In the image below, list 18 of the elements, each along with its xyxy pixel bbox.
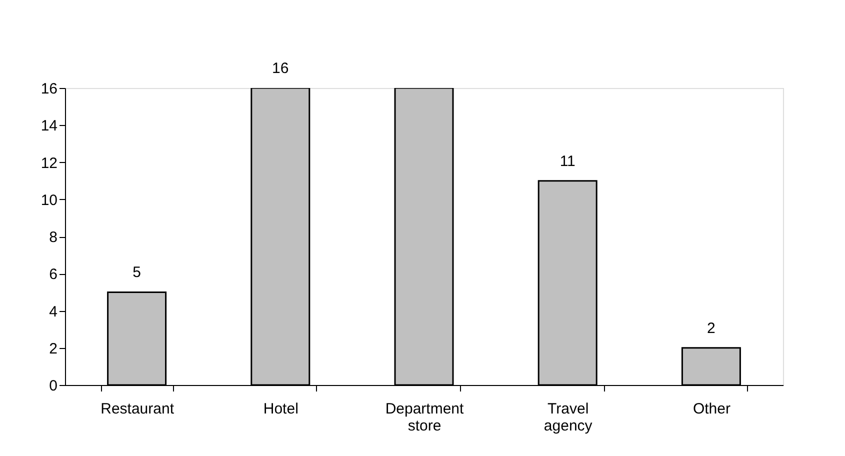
y-tick-label: 8 xyxy=(49,229,58,246)
y-tick-label: 0 xyxy=(49,378,58,394)
y-tick-label: 2 xyxy=(49,340,58,358)
data-label: 16 xyxy=(272,60,289,77)
x-tick-label: Restaurant xyxy=(100,400,175,418)
data-label: 11 xyxy=(560,152,576,170)
y-tick-label: 6 xyxy=(49,266,58,284)
y-tick-label: 10 xyxy=(40,192,58,209)
y-tick-label: 12 xyxy=(40,154,58,172)
data-label: 2 xyxy=(707,320,716,337)
y-tick-label: 4 xyxy=(49,303,58,320)
x-tick-label: Other xyxy=(692,400,730,418)
x-tick-label: Travel agency xyxy=(544,400,593,434)
y-tick-label: 16 xyxy=(40,80,58,98)
x-tick-label: Hotel xyxy=(263,400,298,418)
y-tick-label: 14 xyxy=(40,118,58,135)
data-label: 5 xyxy=(132,264,141,282)
x-tick-label: Department store xyxy=(385,400,465,434)
